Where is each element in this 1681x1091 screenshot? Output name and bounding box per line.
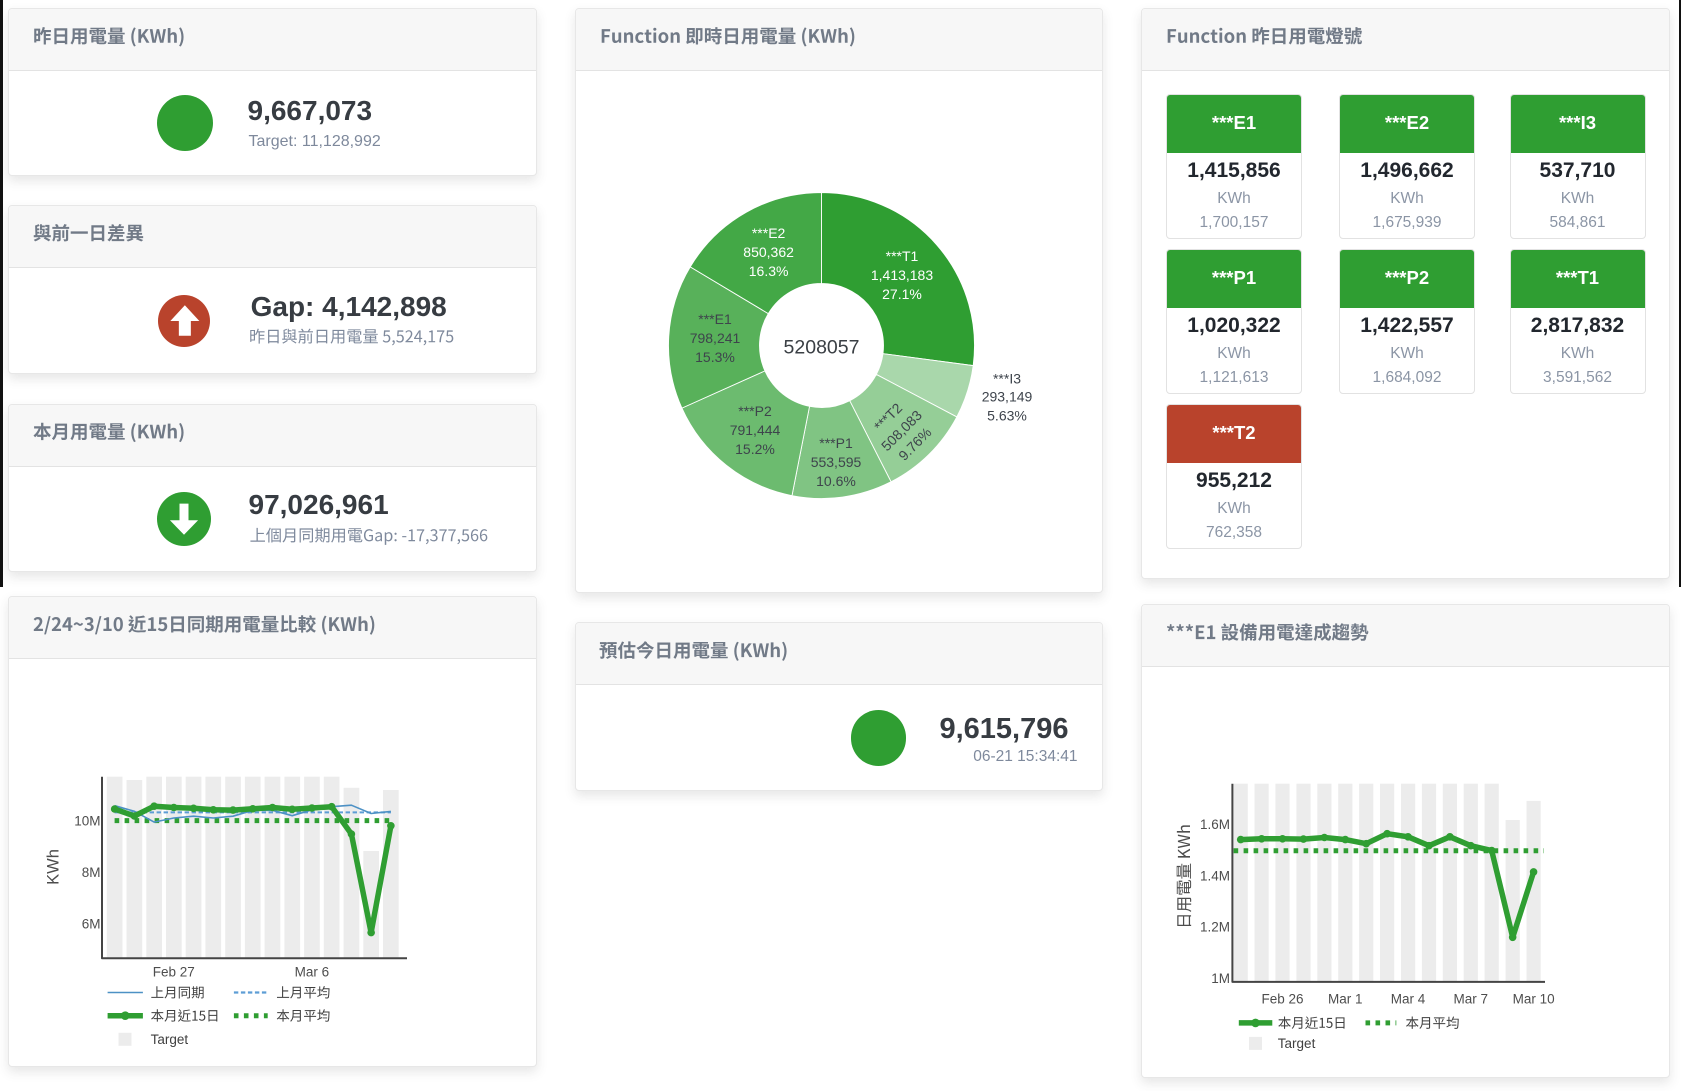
svg-text:Mar 1: Mar 1 — [1328, 992, 1363, 1007]
svg-text:10M: 10M — [74, 813, 100, 828]
svg-text:8M: 8M — [82, 865, 101, 880]
svg-text:1.4M: 1.4M — [1200, 868, 1230, 883]
svg-text:Mar 7: Mar 7 — [1454, 992, 1489, 1007]
svg-text:Mar 4: Mar 4 — [1391, 992, 1426, 1007]
svg-text:1.6M: 1.6M — [1200, 817, 1230, 832]
svg-text:1.2M: 1.2M — [1200, 920, 1230, 935]
svg-text:Mar 10: Mar 10 — [1513, 992, 1555, 1007]
svg-text:1M: 1M — [1211, 971, 1230, 986]
svg-text:Mar 6: Mar 6 — [295, 965, 330, 980]
svg-text:Target: Target — [1278, 1036, 1316, 1051]
svg-text:Feb 26: Feb 26 — [1261, 992, 1303, 1007]
svg-text:KWh: KWh — [45, 849, 63, 885]
svg-text:6M: 6M — [82, 916, 101, 931]
svg-text:Feb 27: Feb 27 — [153, 965, 195, 980]
svg-text:Target: Target — [151, 1032, 189, 1047]
